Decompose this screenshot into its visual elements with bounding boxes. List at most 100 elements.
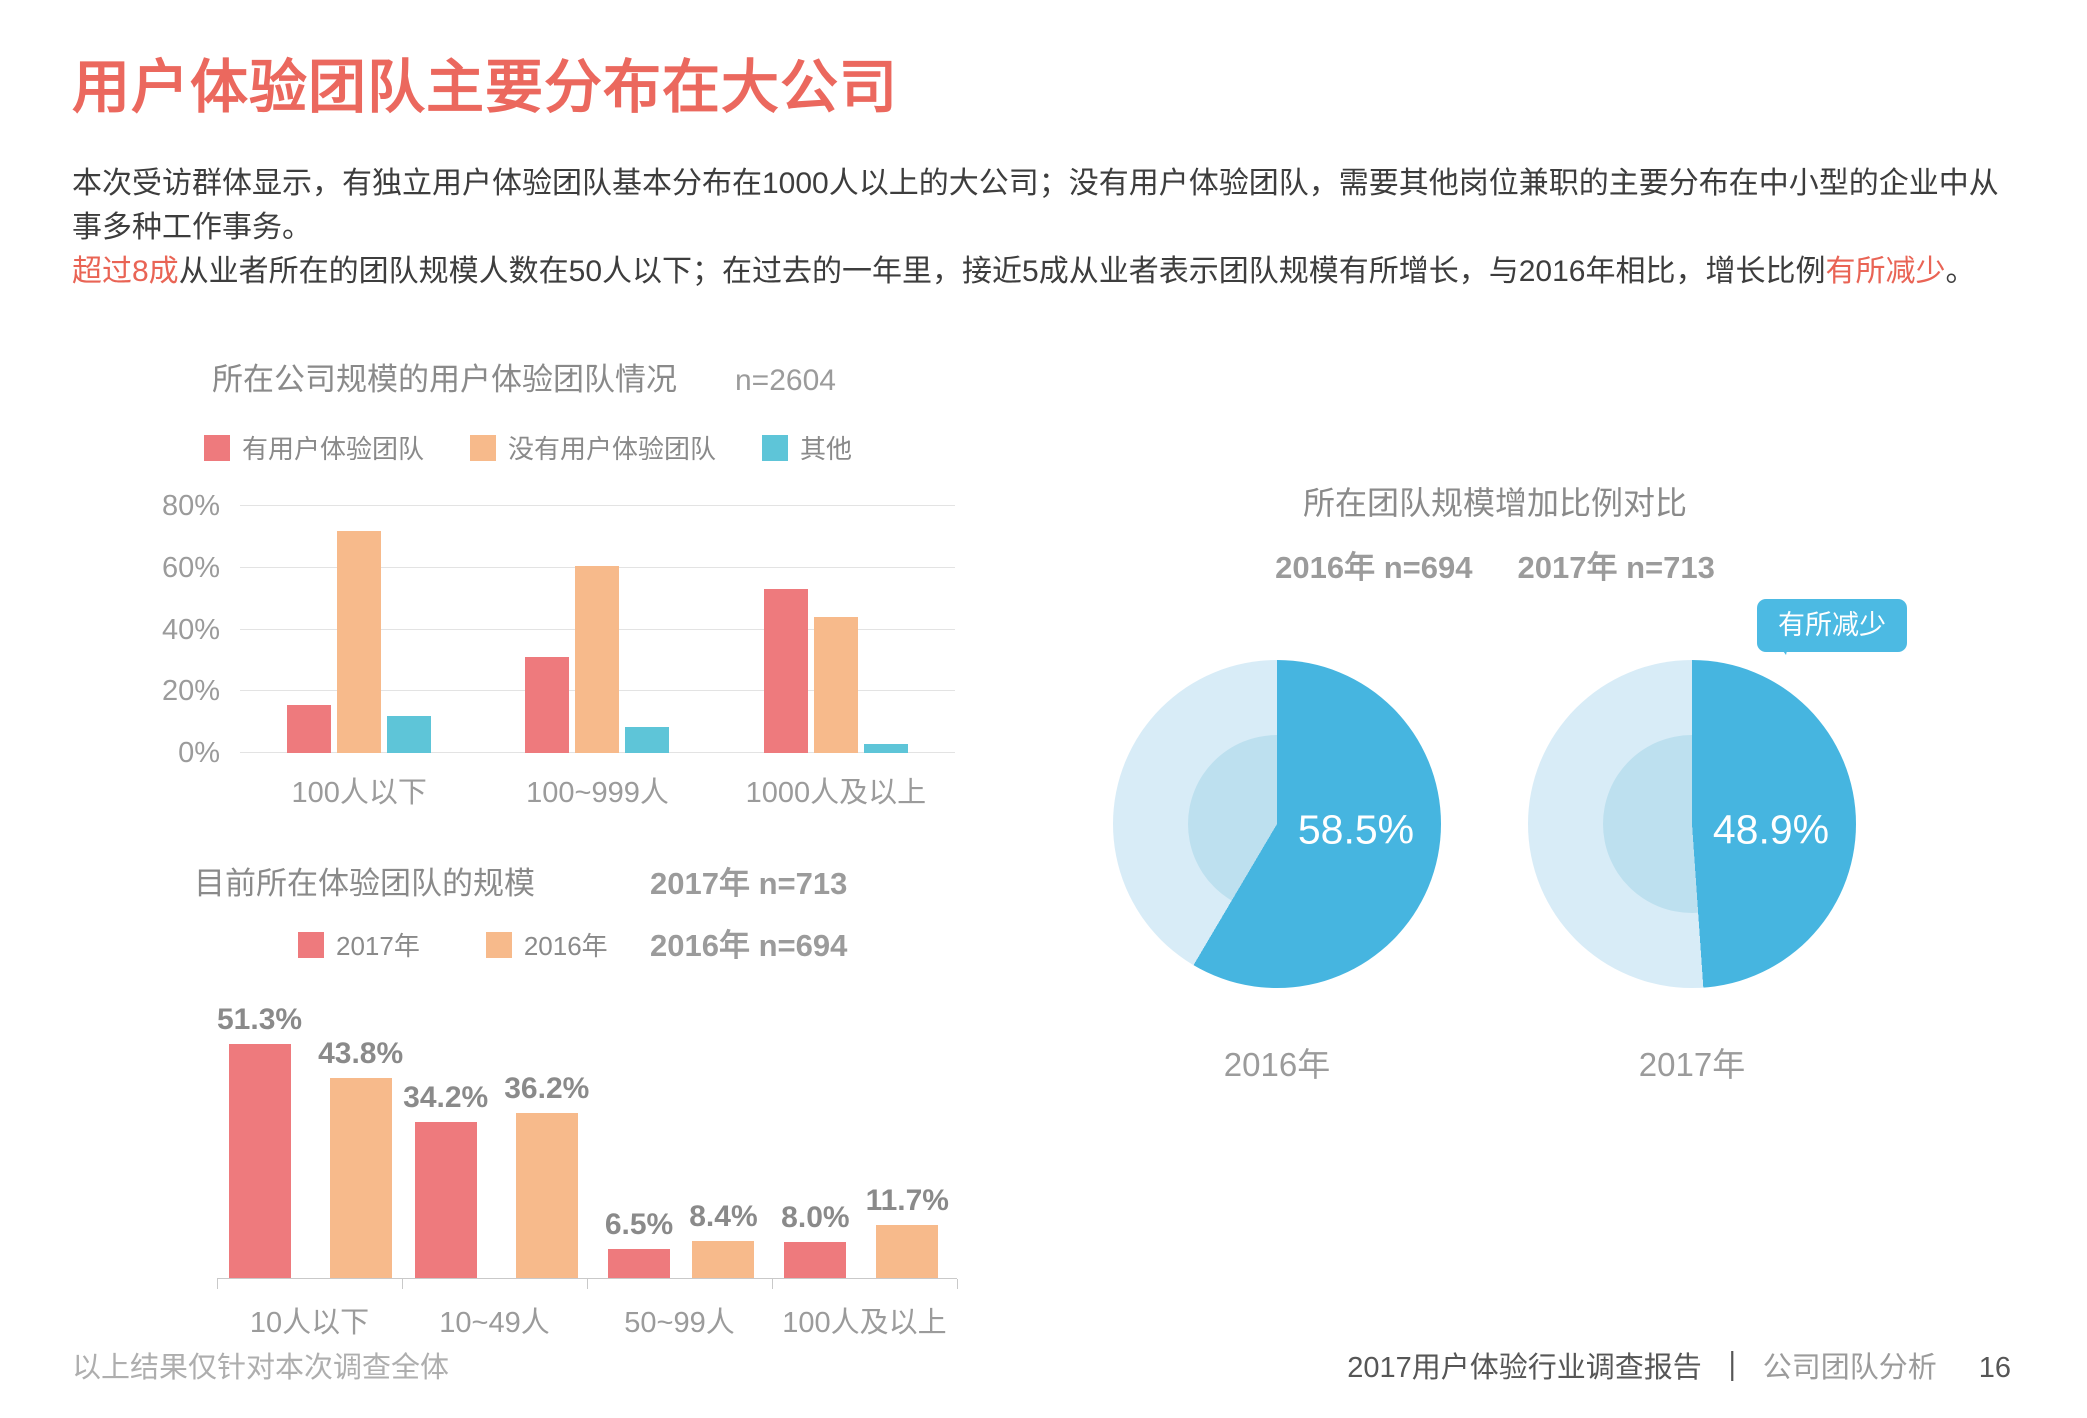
bar-wrap xyxy=(763,589,808,753)
pie-value-2017: 48.9% xyxy=(1712,806,1830,853)
bar-group xyxy=(240,530,478,753)
bar-value-label: 51.3% xyxy=(217,1002,303,1036)
bar xyxy=(692,1240,755,1279)
bar-group: 51.3% 43.8% xyxy=(217,1003,403,1279)
legend-label-other: 其他 xyxy=(800,434,853,464)
legend-item-2017: 2017年 xyxy=(298,926,420,963)
footer-page-number: 16 xyxy=(1978,1352,2011,1384)
legend-label-no-team: 没有用户体验团队 xyxy=(508,434,717,464)
bar xyxy=(337,530,382,753)
legend-chip-no-team xyxy=(470,434,497,461)
company-chart-plot: 0% 20% 40% 60% 80% xyxy=(162,490,955,769)
legend-item-has-team: 有用户体验团队 xyxy=(204,429,424,466)
legend-label-2017: 2017年 xyxy=(336,931,420,961)
pie-value-2016: 58.5% xyxy=(1297,806,1415,853)
team-chart-legend: 2017年 2016年 xyxy=(72,926,992,963)
bar-value-label: 11.7% xyxy=(865,1184,949,1218)
pie-subtitle-2017: 2017年 n=713 xyxy=(1517,550,1715,585)
pie-section-subtitles: 2016年 n=694 2017年 n=713 xyxy=(1150,542,1840,587)
legend-label-has-team: 有用户体验团队 xyxy=(242,434,425,464)
bar-row: 51.3% 43.8% 34.2% 36.2% 6.5% 8.4% 8.0% 11.7% xyxy=(217,1003,957,1279)
footer-divider: ｜ xyxy=(1717,1352,1747,1384)
x-category-label: 1000人及以上 xyxy=(745,777,927,809)
highlight-over-80pct: 超过8成 xyxy=(72,255,179,289)
bar-row xyxy=(240,506,955,753)
intro-paragraph-1: 本次受访群体显示，有独立用户体验团队基本分布在1000人以上的大公司；没有用户体… xyxy=(72,167,1999,245)
bar-wrap xyxy=(337,530,382,753)
pie-inner-circle-2016 xyxy=(1188,735,1366,913)
bar xyxy=(608,1249,671,1279)
bar xyxy=(575,566,620,753)
bar xyxy=(387,715,432,753)
bar-wrap xyxy=(525,657,570,753)
x-category-label: 100人以下 xyxy=(291,777,427,809)
bar xyxy=(863,743,908,753)
bar-wrap: 43.8% xyxy=(318,1037,403,1279)
x-axis-tick xyxy=(217,1279,218,1289)
bar-value-label: 8.0% xyxy=(781,1201,850,1235)
x-axis-tick xyxy=(587,1279,588,1289)
bar-group: 8.0% 11.7% xyxy=(773,1184,957,1279)
bar-wrap: 51.3% xyxy=(217,1003,302,1279)
legend-item-no-team: 没有用户体验团队 xyxy=(470,429,716,466)
company-chart-sample-size: n=2604 xyxy=(735,364,836,397)
legend-chip-2016 xyxy=(485,931,512,958)
bar xyxy=(515,1113,578,1279)
company-size-chart: 所在公司规模的用户体验团队情况 n=2604 有用户体验团队 没有用户体验团队 … xyxy=(72,340,992,811)
pie-label-2016: 2016年 xyxy=(1223,1046,1331,1083)
bar xyxy=(813,617,858,753)
y-axis-label: 0% xyxy=(178,737,220,769)
x-category-label: 100人及以上 xyxy=(782,1307,947,1339)
footer-report-title: 2017用户体验行业调查报告 xyxy=(1347,1352,1702,1384)
y-axis-label: 60% xyxy=(161,551,220,584)
y-axis-label: 80% xyxy=(161,490,220,522)
pie-section-title: 所在团队规模增加比例对比 xyxy=(1302,485,1687,521)
company-chart-legend: 有用户体验团队 没有用户体验团队 其他 xyxy=(72,429,992,466)
pie-2016: 58.5% 2016年 xyxy=(1113,660,1441,1086)
intro-paragraph-2-body: 从业者所在的团队规模人数在50人以下；在过去的一年里，接近5成从业者表示团队规模… xyxy=(178,255,1826,289)
x-axis-tick xyxy=(402,1279,403,1289)
team-chart-header: 目前所在体验团队的规模 2017年 n=713 2016年 n=694 xyxy=(72,858,992,963)
bar xyxy=(876,1225,939,1279)
footer-note: 以上结果仅针对本次调查全体 xyxy=(72,1352,450,1384)
legend-label-2016: 2016年 xyxy=(523,931,608,961)
bar-value-label: 34.2% xyxy=(403,1081,489,1115)
team-size-chart: 目前所在体验团队的规模 2017年 n=713 2016年 n=694 2017… xyxy=(72,850,992,1341)
bar-wrap xyxy=(575,566,620,753)
intro-text: 本次受访群体显示，有独立用户体验团队基本分布在1000人以上的大公司；没有用户体… xyxy=(72,162,2024,294)
pie-chart-2016: 58.5% xyxy=(1113,660,1441,988)
bar xyxy=(763,589,808,753)
footer-right: 2017用户体验行业调查报告 ｜ 公司团队分析 16 xyxy=(1347,1344,2011,1386)
legend-item-other: 其他 xyxy=(762,429,852,466)
legend-item-2016: 2016年 xyxy=(485,926,608,963)
bar-value-label: 6.5% xyxy=(604,1208,674,1242)
pie-2017: 48.9% 2017年 xyxy=(1528,660,1856,1086)
y-axis-label: 20% xyxy=(161,675,220,708)
bar-group: 34.2% 36.2% xyxy=(403,1072,589,1279)
bar-wrap: 36.2% xyxy=(504,1072,589,1279)
bar-wrap xyxy=(287,705,332,753)
bar xyxy=(228,1043,291,1279)
x-axis-line xyxy=(217,1278,957,1279)
bar xyxy=(414,1122,477,1279)
team-chart-sample-2016: 2016年 n=694 xyxy=(650,928,848,963)
bar-wrap xyxy=(387,715,432,753)
bar xyxy=(329,1078,392,1279)
bar-wrap: 8.4% xyxy=(689,1200,758,1279)
bar-value-label: 36.2% xyxy=(504,1072,590,1106)
pie-label-2017: 2017年 xyxy=(1638,1046,1746,1083)
bar-wrap xyxy=(863,743,908,753)
team-chart-x-labels: 10人以下 10~49人 50~99人 100人及以上 xyxy=(217,1299,957,1341)
company-chart-x-labels: 100人以下 100~999人 1000人及以上 xyxy=(240,769,955,811)
decreased-callout-bubble: 有所减少 xyxy=(1757,599,1907,655)
bar-wrap: 34.2% xyxy=(403,1081,488,1279)
x-axis-tick xyxy=(772,1279,773,1289)
gridline xyxy=(240,505,955,506)
bar-wrap xyxy=(813,617,858,753)
x-category-label: 50~99人 xyxy=(624,1307,735,1339)
team-chart-plot: 51.3% 43.8% 34.2% 36.2% 6.5% 8.4% 8.0% 11.7% xyxy=(217,1003,958,1289)
bar xyxy=(525,657,570,753)
intro-paragraph-2-period: 。 xyxy=(1945,255,1976,289)
footer-section-name: 公司团队分析 xyxy=(1762,1352,1937,1384)
